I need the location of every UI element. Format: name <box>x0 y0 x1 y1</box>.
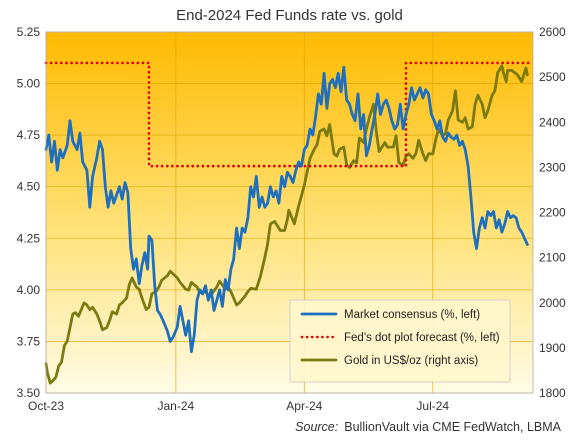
legend-label: Gold in US$/oz (right axis) <box>344 355 478 367</box>
left-axis-tick-label: 3.75 <box>17 334 41 348</box>
series-line-dot-plot <box>44 61 535 168</box>
x-axis-tick-label: Jan-24 <box>158 399 195 413</box>
right-axis-tick-label: 2500 <box>539 70 566 84</box>
legend: Market consensus (%, left) Fed's dot plot… <box>289 299 511 383</box>
left-axis-tick-label: 4.75 <box>17 128 41 142</box>
x-axis-tick-label: Oct-23 <box>28 399 64 413</box>
chart-title: End-2024 Fed Funds rate vs. gold <box>176 7 403 24</box>
legend-label: Market consensus (%, left) <box>344 309 480 321</box>
left-axis-tick-label: 4.50 <box>17 180 41 194</box>
right-axis-tick-label: 2300 <box>539 160 566 174</box>
right-axis-tick-label: 1800 <box>539 386 566 400</box>
right-axis-tick-label: 2600 <box>539 25 566 39</box>
x-axis-tick-label: Apr-24 <box>286 399 322 413</box>
left-axis-tick-label: 4.00 <box>17 283 41 297</box>
legend-label: Fed's dot plot forecast (%, left) <box>344 332 500 344</box>
source-label: Source: <box>295 420 338 434</box>
left-axis-tick-label: 3.50 <box>17 386 41 400</box>
source-note: Source: BullionVault via CME FedWatch, LB… <box>295 420 562 434</box>
left-axis-tick-label: 4.25 <box>17 231 41 245</box>
series-group <box>44 61 535 385</box>
right-axis-tick-label: 2200 <box>539 206 566 220</box>
right-axis-tick-label: 2400 <box>539 115 566 129</box>
left-axis-tick-label: 5.00 <box>17 77 41 91</box>
axes: 3.50 3.75 4.00 4.25 4.50 4.75 5.00 5.25 1800 1900… <box>17 25 566 413</box>
left-axis-tick-label: 5.25 <box>17 25 41 39</box>
series-line-market-consensus <box>44 65 529 354</box>
right-axis-tick-label: 1900 <box>539 341 566 355</box>
source-text: BullionVault via CME FedWatch, LBMA <box>344 420 561 434</box>
plot-border <box>45 31 534 394</box>
right-axis-tick-label: 2100 <box>539 251 566 265</box>
right-axis-tick-label: 2000 <box>539 296 566 310</box>
x-axis-tick-label: Jul-24 <box>416 399 449 413</box>
series-line-gold <box>44 64 529 385</box>
